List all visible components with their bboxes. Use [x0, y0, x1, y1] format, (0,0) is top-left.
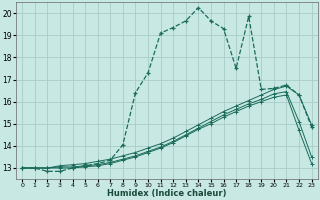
- X-axis label: Humidex (Indice chaleur): Humidex (Indice chaleur): [107, 189, 227, 198]
